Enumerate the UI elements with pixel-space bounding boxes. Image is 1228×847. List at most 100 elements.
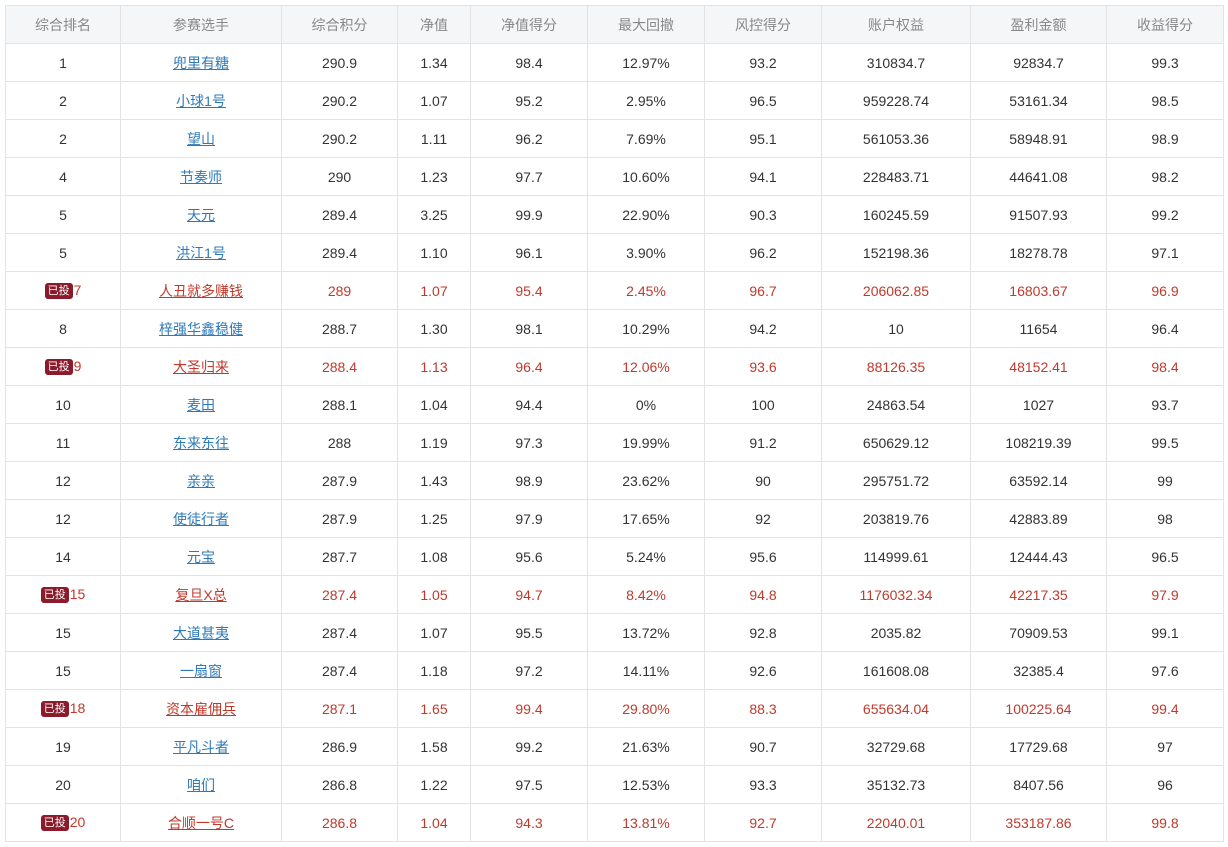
nav-score-cell: 98.9 xyxy=(470,461,588,500)
table-row: 2 小球1号 290.2 1.07 95.2 2.95% 96.5 959228… xyxy=(5,81,1224,120)
player-link[interactable]: 元宝 xyxy=(187,548,215,565)
nav-cell: 3.25 xyxy=(397,195,471,234)
equity-cell: 22040.01 xyxy=(821,803,971,842)
return-score-cell: 96.4 xyxy=(1106,309,1224,348)
equity-cell: 88126.35 xyxy=(821,347,971,386)
score-cell: 288.7 xyxy=(281,309,398,348)
column-header-max-drawdown[interactable]: 最大回撤 xyxy=(587,5,705,44)
column-header-equity[interactable]: 账户权益 xyxy=(821,5,971,44)
player-link[interactable]: 天元 xyxy=(187,206,215,223)
table-row: 10 麦田 288.1 1.04 94.4 0% 100 24863.54 10… xyxy=(5,385,1224,424)
player-link[interactable]: 大圣归来 xyxy=(173,358,229,375)
player-link[interactable]: 望山 xyxy=(187,130,215,147)
risk-score-cell: 90 xyxy=(704,461,822,500)
risk-score-cell: 95.1 xyxy=(704,119,822,158)
column-header-score[interactable]: 综合积分 xyxy=(281,5,398,44)
return-score-cell: 97.9 xyxy=(1106,575,1224,614)
risk-score-cell: 88.3 xyxy=(704,689,822,728)
player-link[interactable]: 一扇窗 xyxy=(180,662,222,679)
player-link[interactable]: 兜里有糖 xyxy=(173,54,229,71)
return-score-cell: 96 xyxy=(1106,765,1224,804)
score-cell: 287.4 xyxy=(281,651,398,690)
score-cell: 289.4 xyxy=(281,233,398,272)
invested-badge: 已投 xyxy=(44,283,73,299)
equity-cell: 32729.68 xyxy=(821,727,971,766)
column-header-risk-score[interactable]: 风控得分 xyxy=(704,5,822,44)
rank-cell: 14 xyxy=(5,537,121,576)
player-link[interactable]: 小球1号 xyxy=(176,92,226,109)
rank-value: 7 xyxy=(73,282,82,298)
max-drawdown-cell: 12.97% xyxy=(587,43,705,82)
profit-cell: 353187.86 xyxy=(970,803,1107,842)
nav-score-cell: 97.7 xyxy=(470,157,588,196)
rank-value: 4 xyxy=(59,168,67,185)
player-cell: 复旦X总 xyxy=(120,575,282,614)
profit-cell: 48152.41 xyxy=(970,347,1107,386)
invested-badge: 已投 xyxy=(40,815,69,831)
risk-score-cell: 92.6 xyxy=(704,651,822,690)
player-link[interactable]: 麦田 xyxy=(187,396,215,413)
ranking-table: 综合排名 参赛选手 综合积分 净值 净值得分 最大回撤 风控得分 账户权益 盈利… xyxy=(5,5,1224,842)
player-link[interactable]: 使徒行者 xyxy=(173,510,229,527)
player-link[interactable]: 人丑就多赚钱 xyxy=(159,282,243,299)
return-score-cell: 99.4 xyxy=(1106,689,1224,728)
ranking-table-container: 综合排名 参赛选手 综合积分 净值 净值得分 最大回撤 风控得分 账户权益 盈利… xyxy=(5,5,1224,842)
rank-value: 12 xyxy=(55,510,71,527)
rank-cell: 15 xyxy=(5,651,121,690)
table-row: 已投 9 大圣归来 288.4 1.13 96.4 12.06% 93.6 881… xyxy=(5,347,1224,386)
player-cell: 望山 xyxy=(120,119,282,158)
profit-cell: 8407.56 xyxy=(970,765,1107,804)
rank-cell: 12 xyxy=(5,461,121,500)
equity-cell: 10 xyxy=(821,309,971,348)
nav-cell: 1.05 xyxy=(397,575,471,614)
rank-cell: 已投 18 xyxy=(5,689,121,728)
column-header-nav[interactable]: 净值 xyxy=(397,5,471,44)
player-cell: 东来东往 xyxy=(120,423,282,462)
player-cell: 天元 xyxy=(120,195,282,234)
column-header-return-score[interactable]: 收益得分 xyxy=(1106,5,1224,44)
table-body: 1 兜里有糖 290.9 1.34 98.4 12.97% 93.2 31083… xyxy=(5,43,1224,842)
table-row: 已投 15 复旦X总 287.4 1.05 94.7 8.42% 94.8 117… xyxy=(5,575,1224,614)
player-link[interactable]: 大道甚夷 xyxy=(173,624,229,641)
table-row: 20 咱们 286.8 1.22 97.5 12.53% 93.3 35132.… xyxy=(5,765,1224,804)
player-link[interactable]: 亲亲 xyxy=(187,472,215,489)
max-drawdown-cell: 21.63% xyxy=(587,727,705,766)
column-header-nav-score[interactable]: 净值得分 xyxy=(470,5,588,44)
return-score-cell: 99 xyxy=(1106,461,1224,500)
table-row: 12 亲亲 287.9 1.43 98.9 23.62% 90 295751.7… xyxy=(5,461,1224,500)
nav-score-cell: 98.1 xyxy=(470,309,588,348)
player-link[interactable]: 梓强华鑫稳健 xyxy=(159,320,243,337)
rank-cell: 1 xyxy=(5,43,121,82)
return-score-cell: 98 xyxy=(1106,499,1224,538)
player-link[interactable]: 复旦X总 xyxy=(175,586,227,603)
risk-score-cell: 90.3 xyxy=(704,195,822,234)
player-link[interactable]: 洪江1号 xyxy=(176,244,226,261)
score-cell: 288.4 xyxy=(281,347,398,386)
rank-value: 9 xyxy=(73,358,82,374)
player-link[interactable]: 东来东往 xyxy=(173,434,229,451)
player-cell: 梓强华鑫稳健 xyxy=(120,309,282,348)
score-cell: 287.1 xyxy=(281,689,398,728)
risk-score-cell: 94.2 xyxy=(704,309,822,348)
player-link[interactable]: 节奏师 xyxy=(180,168,222,185)
player-link[interactable]: 平凡斗者 xyxy=(173,738,229,755)
column-header-rank[interactable]: 综合排名 xyxy=(5,5,121,44)
table-row: 1 兜里有糖 290.9 1.34 98.4 12.97% 93.2 31083… xyxy=(5,43,1224,82)
column-header-player[interactable]: 参赛选手 xyxy=(120,5,282,44)
score-cell: 289 xyxy=(281,271,398,310)
column-header-profit[interactable]: 盈利金额 xyxy=(970,5,1107,44)
player-link[interactable]: 合顺一号C xyxy=(167,814,235,831)
nav-score-cell: 97.3 xyxy=(470,423,588,462)
profit-cell: 91507.93 xyxy=(970,195,1107,234)
risk-score-cell: 92.7 xyxy=(704,803,822,842)
player-link[interactable]: 资本雇佣兵 xyxy=(166,700,236,717)
nav-cell: 1.08 xyxy=(397,537,471,576)
rank-value: 14 xyxy=(55,548,71,565)
profit-cell: 44641.08 xyxy=(970,157,1107,196)
profit-cell: 42217.35 xyxy=(970,575,1107,614)
player-link[interactable]: 咱们 xyxy=(187,776,215,793)
profit-cell: 42883.89 xyxy=(970,499,1107,538)
profit-cell: 108219.39 xyxy=(970,423,1107,462)
rank-cell: 20 xyxy=(5,765,121,804)
max-drawdown-cell: 13.81% xyxy=(587,803,705,842)
